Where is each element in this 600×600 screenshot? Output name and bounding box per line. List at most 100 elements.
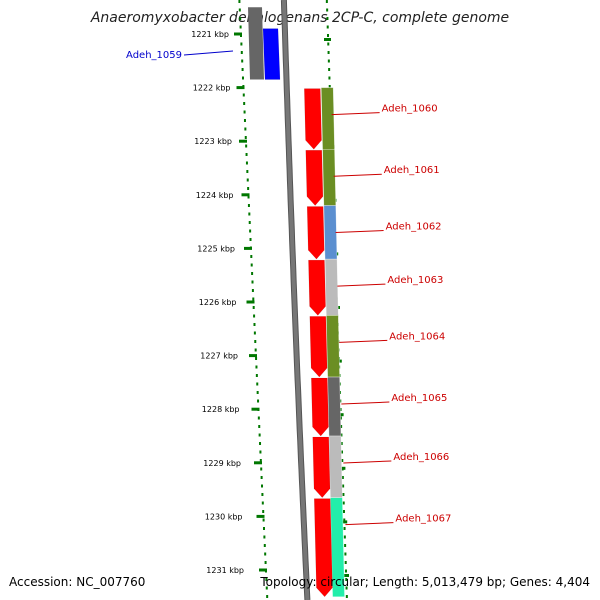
gene-adeh-1062[interactable] (306, 206, 325, 260)
cog-layer (320, 87, 345, 598)
minor-tick (248, 212, 251, 216)
minor-tick (252, 306, 255, 309)
major-tick (340, 520, 348, 524)
minor-tick (262, 527, 265, 530)
minor-tick (241, 76, 244, 80)
minor-tick (258, 425, 261, 428)
minor-tick (257, 399, 260, 403)
major-tick (259, 568, 267, 572)
minor-tick (261, 484, 264, 488)
major-tick (251, 407, 260, 411)
minor-tick (327, 42, 330, 46)
cog-segment (330, 497, 345, 598)
minor-tick (344, 561, 347, 564)
upstream-gene-segment (248, 7, 264, 80)
minor-tick (261, 493, 264, 496)
minor-tick (244, 136, 247, 139)
cog-segment (324, 258, 339, 316)
minor-tick (266, 595, 269, 598)
minor-tick (265, 586, 268, 590)
kbp-tick-label: 1227 kbp (200, 352, 238, 361)
minor-tick (245, 144, 248, 148)
minor-tick (341, 476, 344, 479)
minor-tick (240, 42, 243, 46)
minor-tick (255, 357, 258, 360)
minor-tick (325, 0, 328, 3)
major-tick (246, 300, 255, 304)
gene-adeh-1059[interactable] (262, 28, 281, 80)
gene-label[interactable]: Adeh_1065 (391, 393, 447, 404)
gene-adeh-1066[interactable] (312, 436, 331, 499)
kbp-tick-label: 1221 kbp (191, 30, 229, 39)
gene-label[interactable]: Adeh_1062 (386, 222, 442, 233)
minor-tick (328, 68, 331, 71)
minor-tick (247, 204, 250, 207)
major-tick (239, 139, 247, 143)
minor-tick (251, 272, 254, 275)
minor-tick (243, 102, 246, 105)
gene-label-leader (341, 401, 390, 405)
major-tick (234, 32, 242, 36)
gene-adeh-1061[interactable] (305, 149, 324, 206)
minor-tick (245, 153, 248, 156)
gene-adeh-1060[interactable] (304, 88, 322, 150)
kbp-tick-label: 1226 kbp (199, 298, 237, 307)
minor-tick (256, 382, 259, 386)
minor-tick (259, 442, 262, 445)
minor-tick (246, 170, 249, 173)
minor-tick (340, 442, 343, 445)
minor-tick (245, 161, 248, 165)
major-tick (256, 514, 265, 518)
minor-tick (342, 484, 345, 488)
minor-tick (328, 85, 331, 88)
gene-adeh-1064[interactable] (309, 316, 328, 378)
gene-label[interactable]: Adeh_1064 (389, 331, 445, 342)
minor-tick (327, 51, 330, 54)
gene-label-leader (331, 112, 380, 116)
minor-tick (254, 340, 257, 343)
minor-tick (343, 535, 346, 539)
minor-tick (344, 552, 347, 556)
minor-tick (255, 374, 258, 377)
minor-tick (259, 459, 262, 462)
minor-tick (326, 17, 329, 20)
minor-tick (326, 8, 329, 12)
minor-tick (340, 425, 343, 428)
minor-tick (340, 450, 343, 454)
minor-tick (251, 280, 254, 284)
kbp-tick-label: 1225 kbp (197, 244, 235, 253)
map-title: Anaeromyxobacter dehalogenans 2CP-C, com… (90, 10, 510, 26)
cog-segment (327, 376, 342, 437)
gene-adeh-1063[interactable] (308, 259, 326, 316)
minor-tick (244, 127, 247, 131)
major-tick (254, 461, 262, 465)
label-layer: Adeh_1059 Adeh_1060 Adeh_1061 Adeh_1062 Adeh… (126, 50, 451, 526)
minor-tick (342, 501, 345, 505)
kbp-tick-label: 1229 kbp (203, 459, 241, 468)
cog-segment (322, 148, 337, 206)
gene-label[interactable]: Adeh_1061 (384, 165, 440, 176)
minor-tick (256, 391, 259, 394)
gene-label[interactable]: Adeh_1066 (393, 452, 449, 463)
gene-adeh-1065[interactable] (311, 377, 329, 437)
minor-tick (343, 527, 346, 530)
minor-tick (241, 59, 244, 63)
gene-adeh-1067[interactable] (313, 498, 333, 598)
gene-label[interactable]: Adeh_1059 (126, 50, 182, 61)
minor-tick (345, 595, 348, 598)
minor-tick (340, 433, 343, 437)
minor-tick (239, 25, 242, 29)
gene-label[interactable]: Adeh_1060 (382, 104, 438, 115)
kbp-tick-label: 1230 kbp (205, 512, 243, 521)
accession-text: Accession: NC_007760 (9, 575, 146, 589)
gene-label-leader (343, 460, 392, 464)
minor-tick (263, 544, 266, 547)
gene-label[interactable]: Adeh_1067 (395, 514, 451, 525)
kbp-tick-label: 1222 kbp (193, 84, 231, 93)
minor-tick (342, 493, 345, 496)
minor-tick (243, 110, 246, 114)
cog-segment (323, 205, 338, 260)
minor-tick (345, 586, 348, 590)
gene-label[interactable]: Adeh_1063 (387, 275, 443, 286)
minor-tick (238, 8, 241, 12)
